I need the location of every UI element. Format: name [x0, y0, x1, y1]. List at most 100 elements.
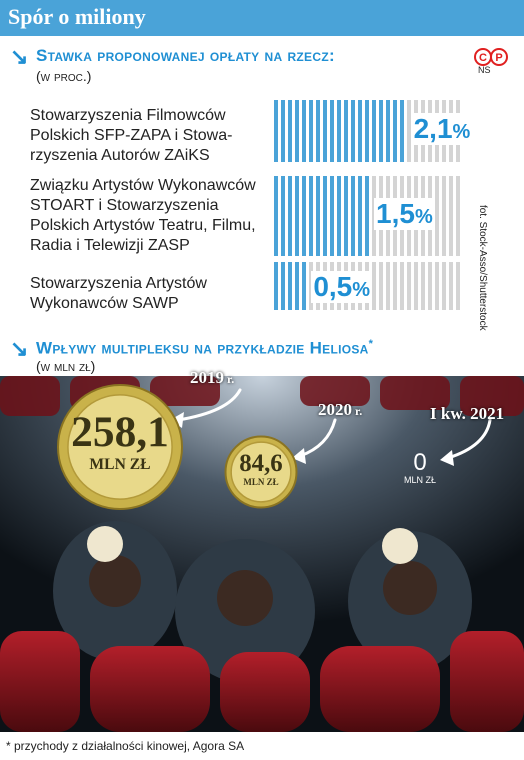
rate-bar-stripe	[295, 262, 299, 310]
revenue-value-unit: MLN ZŁ	[243, 476, 279, 487]
rate-bar-stripe	[407, 100, 411, 162]
revenue-value-number: 0	[413, 448, 427, 476]
rate-bar-stripe	[274, 100, 278, 162]
revenue-period-label: 2020 r.	[318, 400, 362, 420]
rate-bar-stripe	[365, 176, 369, 256]
rate-bar-stripe	[372, 100, 376, 162]
rate-bar-stripe	[302, 176, 306, 256]
rate-bar-stripe	[330, 100, 334, 162]
revenue-value-unit: MLN ZŁ	[403, 474, 436, 485]
rate-bar-stripe	[337, 176, 341, 256]
section2-title-mark: *	[368, 338, 374, 350]
section1-title: Stawka proponowanej opłaty na rzecz:	[36, 46, 335, 65]
revenue-value: 258,1 MLN ZŁ	[50, 410, 190, 474]
rate-bar-stripe	[281, 176, 285, 256]
rate-value-unit: %	[414, 206, 433, 228]
rate-bar-stripe	[358, 176, 362, 256]
rate-bar-stripe	[400, 100, 404, 162]
rate-bar-stripe	[295, 100, 299, 162]
revenue-coin-face	[67, 394, 173, 500]
page-title: Spór o miliony	[8, 4, 146, 29]
row-label: Stowarzyszenia Artystów Wykonawców SAWP	[30, 274, 270, 314]
copyright-logo: C P	[472, 47, 512, 77]
rate-bar-stripe	[351, 176, 355, 256]
section2-subtitle: (w mln zł)	[36, 358, 96, 374]
rate-bar-stripe	[456, 262, 460, 310]
rate-bar-stripe	[302, 262, 306, 310]
rate-bar-stripe	[428, 262, 432, 310]
row-label: Stowarzyszenia Filmowców Polskich SFP-ZAP…	[30, 106, 270, 166]
row-label-line: rzyszenia Autorów ZAiKS	[30, 147, 210, 164]
rate-value-unit: %	[352, 279, 371, 301]
rate-bar-stripe	[421, 262, 425, 310]
rate-bar-stripe	[379, 100, 383, 162]
rate-value-label: 0,5%	[311, 271, 373, 303]
rate-bar-stripe	[351, 100, 355, 162]
rate-bar-stripe	[414, 262, 418, 310]
rate-bar-stripe	[393, 262, 397, 310]
rate-value-number: 2,1	[413, 113, 453, 144]
rate-value-unit: %	[452, 121, 471, 143]
section1-subtitle: (w proc.)	[36, 68, 92, 84]
rate-bar-stripe	[449, 176, 453, 256]
rate-bar-stripe	[281, 100, 285, 162]
row-label-line: STOART i Stowarzyszenia	[30, 197, 219, 214]
rate-bar-stripe	[309, 176, 313, 256]
row-label-line: Polskich SFP-ZAPA i Stowa-	[30, 127, 233, 144]
section2-title-text: Wpływy multipleksu na przykładzie Helios…	[36, 338, 369, 358]
rate-bar-stripe	[386, 100, 390, 162]
rate-bar-stripe	[288, 176, 292, 256]
revenue-value: 84,6 MLN ZŁ	[191, 450, 331, 487]
revenue-period-main: I kw. 2021	[430, 404, 505, 423]
row-label-line: Związku Artystów Wykonawców	[30, 177, 256, 194]
revenue-period-main: 2019	[190, 368, 224, 387]
rate-bar-stripe	[295, 176, 299, 256]
footnote: * przychody z działalności kinowej, Agor…	[6, 739, 245, 753]
revenue-period-suffix: r.	[224, 372, 235, 386]
rate-value-label: 1,5%	[374, 198, 435, 230]
row-label-line: Stowarzyszenia Artystów	[30, 275, 207, 292]
chevron-down-right-icon: ↘	[10, 44, 29, 69]
revenue-value: 0 MLN ZŁ	[350, 448, 490, 485]
rate-bar-stripe	[386, 262, 390, 310]
chevron-down-right-icon: ↘	[10, 336, 29, 361]
rate-bar-stripe	[288, 262, 292, 310]
revenue-period-label: I kw. 2021	[430, 404, 504, 424]
svg-text:C: C	[479, 52, 487, 64]
copyright-press-icon: C P	[474, 48, 508, 66]
row-label-line: Polskich Artystów Teatru, Filmu,	[30, 217, 256, 234]
section2-title: Wpływy multipleksu na przykładzie Helios…	[36, 338, 373, 359]
rate-bar-stripe	[344, 176, 348, 256]
revenue-period-suffix: r.	[352, 404, 363, 418]
rate-value-number: 0,5	[313, 271, 353, 302]
rate-bar-stripe	[344, 100, 348, 162]
rate-value-number: 1,5	[376, 198, 415, 229]
rate-bar-stripe	[309, 100, 313, 162]
rate-bar-stripe	[274, 262, 278, 310]
rate-bar-stripe	[309, 262, 313, 310]
rate-bar-stripe	[379, 262, 383, 310]
rate-bar-stripe	[281, 262, 285, 310]
rate-bar-stripe	[302, 100, 306, 162]
rate-bar-stripe	[435, 262, 439, 310]
revenue-value-number: 258,1	[71, 408, 169, 457]
rate-bar-stripe	[337, 100, 341, 162]
row-label-line: Radia i Telewizji ZASP	[30, 237, 190, 254]
rate-bar-stripe	[323, 176, 327, 256]
revenue-coin-face	[230, 441, 292, 503]
rate-bar-stripe	[288, 100, 292, 162]
rate-bar-stripe	[316, 176, 320, 256]
rate-bar-stripe	[393, 100, 397, 162]
logo-subtext: NS	[478, 65, 491, 75]
rate-bar-stripe	[316, 100, 320, 162]
rate-bar-stripe	[274, 176, 278, 256]
rate-bar-stripe	[442, 262, 446, 310]
svg-text:P: P	[495, 52, 502, 64]
title-bar: Spór o miliony	[0, 0, 524, 36]
rate-bar-stripe	[330, 176, 334, 256]
revenue-value-unit: MLN ZŁ	[89, 455, 151, 473]
rate-bar-stripe	[323, 100, 327, 162]
cinema-photo	[0, 376, 524, 732]
revenue-period-label: 2019 r.	[190, 368, 234, 388]
